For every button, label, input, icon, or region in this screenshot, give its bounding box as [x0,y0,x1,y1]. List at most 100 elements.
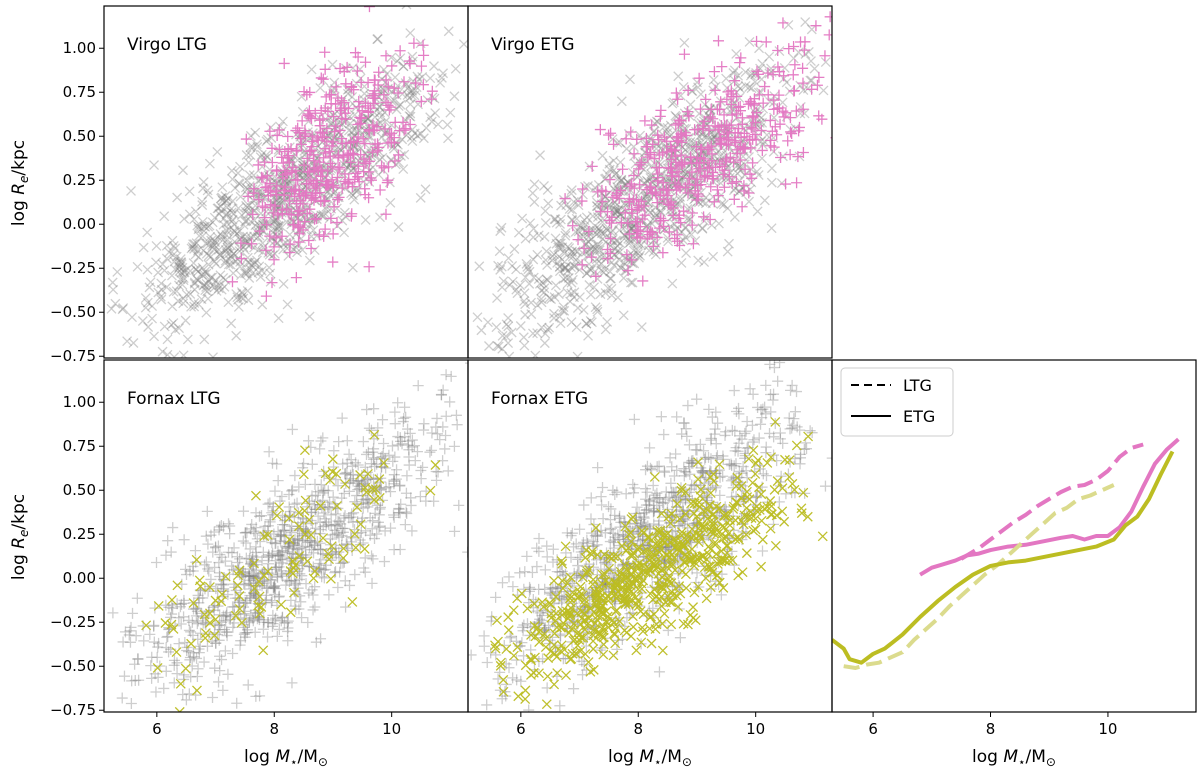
scatter-point-background [542,185,553,195]
scatter-point-background [143,322,154,332]
scatter-point-background [337,458,349,470]
scatter-point-background [709,423,721,435]
scatter-point-background [401,470,413,482]
scatter-point-background [360,448,372,460]
scatter-point-background [249,626,261,638]
scatter-point-virgo-ltg [398,76,410,88]
scatter-point-background [552,257,563,268]
scatter-point-background [604,158,615,169]
scatter-point-background [288,575,300,587]
scatter-point-background [207,272,218,283]
scatter-point-background [267,609,279,621]
scatter-point-background [229,225,240,236]
scatter-point-background [565,530,577,542]
scatter-point-background [591,569,603,581]
scatter-point-virgo-etg [709,84,721,96]
scatter-point-background [511,674,523,686]
scatter-point-background [209,662,221,674]
scatter-point-background [276,519,288,531]
scatter-point-background [142,297,153,308]
scatter-point-background [363,113,374,124]
scatter-point-background [366,148,377,159]
scatter-point-background [273,623,285,635]
scatter-point-background [809,63,820,74]
scatter-point-background [257,161,268,172]
scatter-point-background [214,209,225,220]
scatter-point-virgo-etg [604,174,616,186]
scatter-point-background [304,255,315,266]
scatter-point-background [294,573,306,585]
scatter-point-background [361,404,373,416]
scatter-point-background [401,130,412,141]
scatter-point-virgo-ltg [358,153,370,165]
scatter-point-virgo-etg [691,173,703,185]
scatter-point-background [213,634,225,646]
scatter-point-background [281,546,293,558]
scatter-point-background [519,296,529,307]
scatter-point-virgo-etg [605,217,617,229]
scatter-point-virgo-etg [666,145,678,157]
scatter-point-background [213,557,225,569]
scatter-point-virgo-ltg [330,120,342,132]
scatter-point-fornax-etg [730,534,741,545]
scatter-point-background [392,397,404,409]
scatter-point-virgo-ltg [248,187,260,199]
scatter-point-background [243,617,255,629]
scatter-point-background [286,677,298,689]
scatter-point-background [217,684,229,696]
scatter-point-background [516,621,528,633]
scatter-point-background [627,277,638,288]
scatter-point-background [197,196,207,207]
scatter-point-virgo-etg [626,254,638,266]
scatter-point-background [199,269,210,280]
scatter-point-background [700,198,711,209]
scatter-point-background [497,330,508,341]
scatter-point-background [622,255,633,266]
scatter-point-background [188,651,200,663]
scatter-point-virgo-ltg [339,107,351,119]
scatter-point-background [318,211,329,222]
scatter-point-background [744,36,755,47]
scatter-point-background [745,70,756,81]
scatter-point-virgo-etg [639,115,651,127]
scatter-point-background [592,226,603,236]
scatter-point-background [217,521,229,533]
scatter-point-virgo-etg [736,201,748,213]
scatter-point-virgo-ltg [327,110,339,122]
scatter-point-background [191,273,202,284]
scatter-point-background [512,288,523,299]
scatter-point-background [257,225,267,236]
scatter-point-background [203,565,215,577]
scatter-point-background [578,304,589,315]
scatter-point-background [533,230,544,241]
scatter-point-virgo-ltg [321,180,333,192]
scatter-point-background [307,604,319,616]
scatter-point-fornax-ltg [254,608,265,619]
scatter-point-background [784,423,796,435]
scatter-point-background [290,603,302,615]
scatter-point-virgo-etg [810,20,822,32]
scatter-point-background [607,534,619,546]
scatter-point-background [169,620,181,632]
scatter-point-background [498,276,509,287]
scatter-point-fornax-etg [674,513,685,524]
scatter-point-background [196,294,207,305]
scatter-point-virgo-etg [772,45,784,57]
scatter-point-background [316,571,328,583]
scatter-point-background [263,558,275,570]
scatter-point-background [722,203,733,214]
scatter-point-background [643,499,655,511]
scatter-point-background [621,143,632,154]
scatter-point-background [607,527,619,539]
scatter-point-virgo-etg [672,117,684,129]
scatter-point-background [193,252,204,262]
scatter-point-background [315,554,327,566]
scatter-point-virgo-etg [608,138,620,150]
scatter-point-background [319,563,331,575]
scatter-point-background [434,434,446,446]
scatter-point-background [294,590,306,602]
scatter-point-background [150,557,162,569]
scatter-point-background [221,626,233,638]
scatter-point-background [615,157,626,168]
scatter-point-virgo-ltg [378,89,390,101]
